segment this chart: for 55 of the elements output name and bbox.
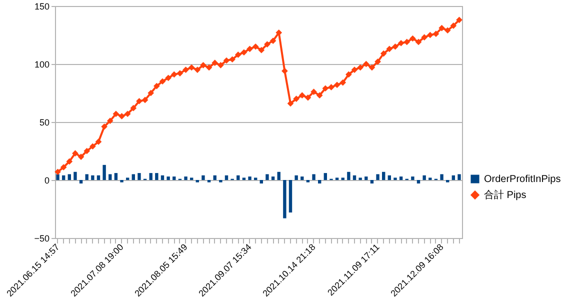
bar bbox=[62, 175, 66, 180]
bar bbox=[388, 175, 392, 180]
bar bbox=[283, 180, 286, 218]
bar bbox=[382, 172, 386, 180]
bar bbox=[458, 174, 461, 180]
bar bbox=[440, 174, 444, 180]
bar bbox=[202, 175, 205, 180]
bar bbox=[108, 174, 112, 180]
bar bbox=[364, 176, 368, 180]
y-tick-label: −50 bbox=[34, 234, 50, 244]
bar bbox=[347, 172, 350, 180]
bar bbox=[102, 164, 106, 180]
bar bbox=[224, 175, 228, 180]
bar bbox=[74, 172, 77, 180]
bar bbox=[452, 175, 456, 180]
bar bbox=[166, 176, 170, 180]
bar bbox=[155, 173, 158, 180]
y-tick-label: 150 bbox=[34, 2, 50, 12]
bar bbox=[149, 173, 152, 180]
bar bbox=[172, 176, 176, 180]
bar bbox=[138, 173, 141, 180]
bar bbox=[114, 173, 118, 180]
y-tick-label: 0 bbox=[44, 176, 50, 186]
bar bbox=[422, 175, 426, 180]
bar bbox=[318, 180, 322, 184]
bar bbox=[416, 180, 420, 184]
y-tick-label: 100 bbox=[34, 60, 50, 70]
bar bbox=[85, 174, 88, 180]
bar bbox=[324, 173, 328, 180]
bar bbox=[277, 172, 280, 180]
bar bbox=[266, 174, 269, 180]
bar bbox=[376, 174, 380, 180]
bar bbox=[300, 176, 304, 180]
bar bbox=[399, 176, 403, 180]
y-tick-label: 50 bbox=[39, 118, 50, 128]
bar bbox=[288, 180, 292, 212]
bar bbox=[132, 174, 136, 180]
bar bbox=[248, 176, 252, 180]
bar bbox=[236, 175, 240, 180]
bar bbox=[96, 175, 100, 180]
legend-label: OrderProfitInPips bbox=[484, 174, 561, 185]
bar bbox=[213, 175, 216, 180]
bar bbox=[411, 176, 414, 180]
bar bbox=[260, 180, 264, 184]
bar bbox=[184, 176, 188, 180]
bar bbox=[352, 175, 356, 180]
bar bbox=[79, 180, 83, 184]
legend-label: 合計 Pips bbox=[484, 189, 526, 201]
bar bbox=[68, 174, 71, 180]
bar bbox=[91, 175, 94, 180]
bar bbox=[271, 176, 275, 180]
bar bbox=[160, 175, 164, 180]
bar bbox=[370, 180, 374, 184]
bar bbox=[312, 174, 316, 180]
bar bbox=[294, 175, 298, 180]
